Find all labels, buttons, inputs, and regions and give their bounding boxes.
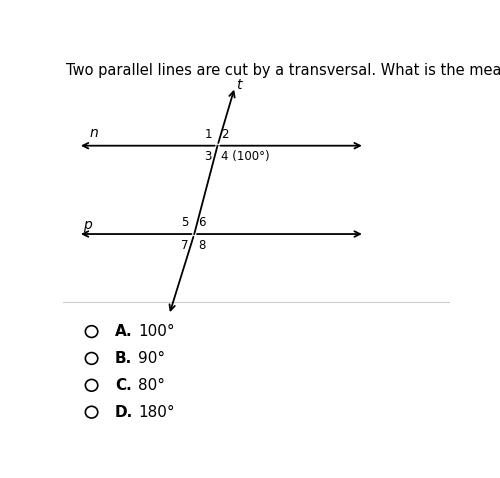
Text: 5: 5 <box>181 217 188 229</box>
Text: 1: 1 <box>204 128 212 141</box>
Text: 80°: 80° <box>138 378 165 393</box>
Text: 8: 8 <box>198 239 205 251</box>
Text: 6: 6 <box>198 217 205 229</box>
Text: A.: A. <box>115 324 132 339</box>
Text: B.: B. <box>115 351 132 366</box>
Text: p: p <box>84 218 92 232</box>
Text: D.: D. <box>115 405 133 420</box>
Text: C.: C. <box>115 378 132 393</box>
Text: 3: 3 <box>204 150 212 163</box>
Text: 100°: 100° <box>138 324 174 339</box>
Text: n: n <box>89 126 98 140</box>
Text: Two parallel lines are cut by a transversal. What is the measure of ∠8?: Two parallel lines are cut by a transver… <box>66 63 500 78</box>
Text: 90°: 90° <box>138 351 165 366</box>
Text: t: t <box>236 78 242 92</box>
Text: 180°: 180° <box>138 405 174 420</box>
Text: 2: 2 <box>222 128 229 141</box>
Text: 7: 7 <box>181 239 188 251</box>
Text: 4 (100°): 4 (100°) <box>222 150 270 163</box>
